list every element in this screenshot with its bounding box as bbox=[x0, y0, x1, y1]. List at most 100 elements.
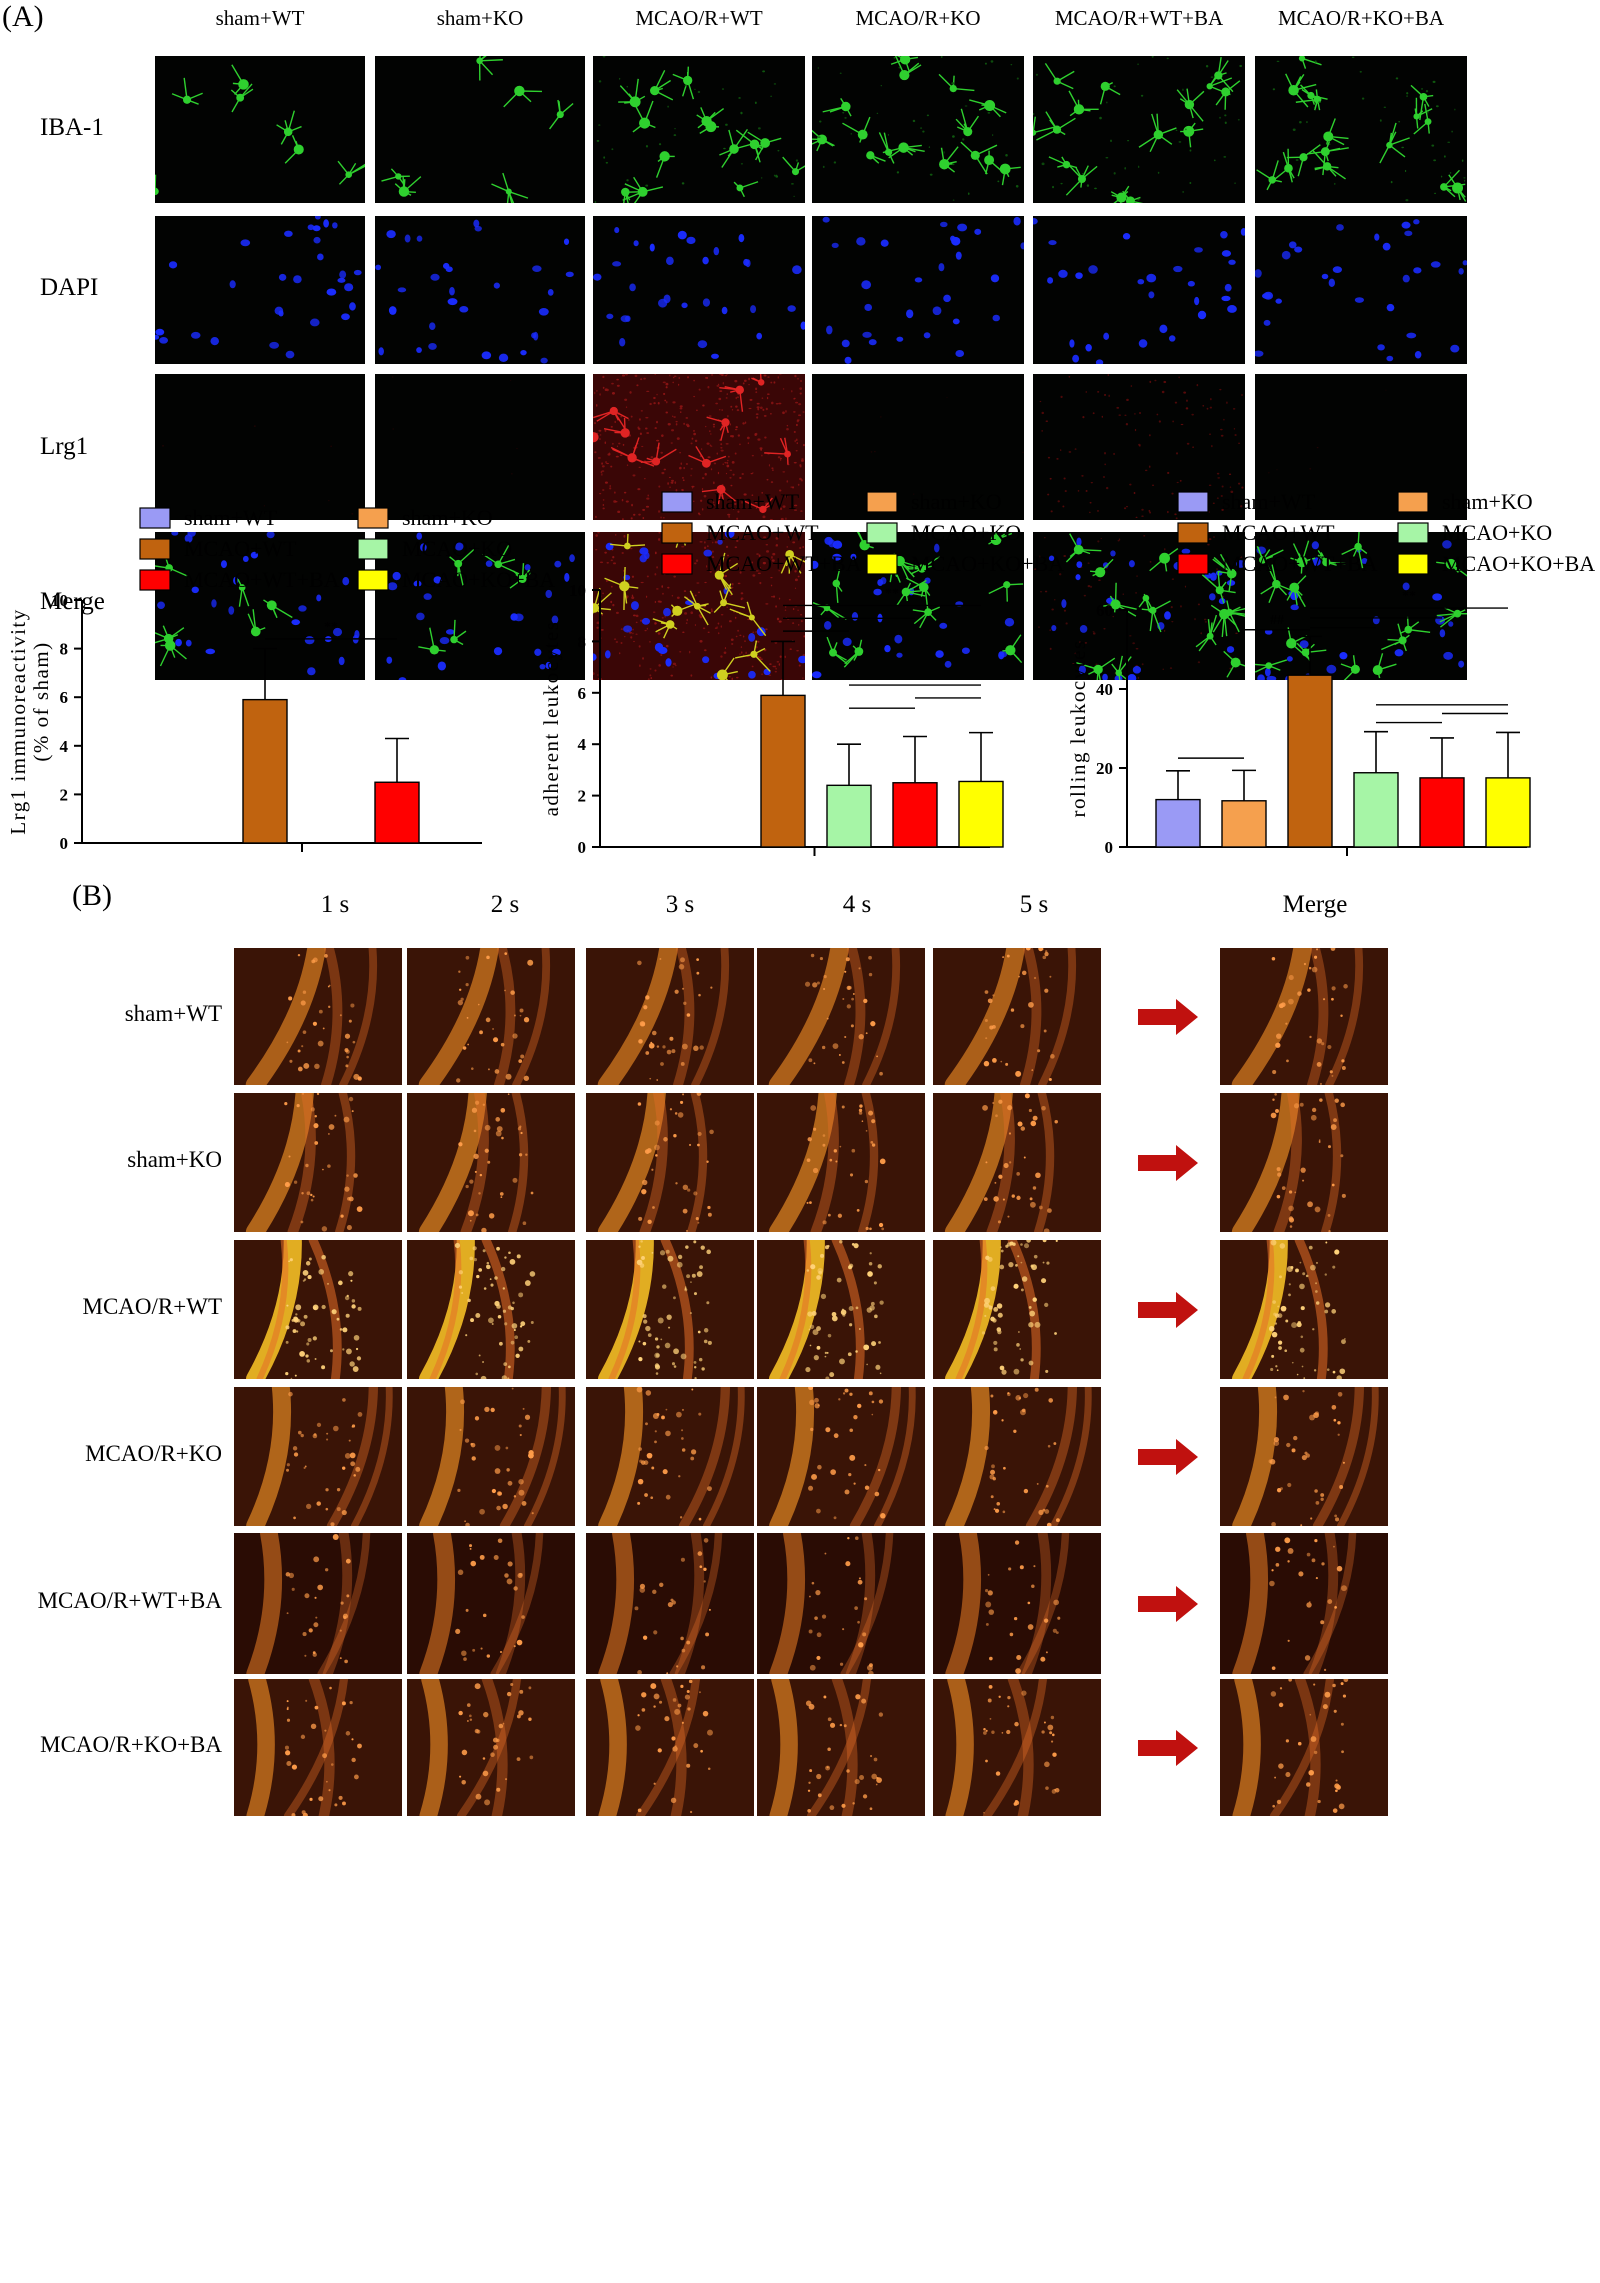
intravital-frame bbox=[933, 1679, 1101, 1816]
micrograph-dapi bbox=[1255, 216, 1467, 364]
y-axis-label-unit: (% of sham) bbox=[29, 641, 53, 761]
legend-swatch bbox=[139, 538, 171, 560]
legend-swatch bbox=[357, 507, 389, 529]
intravital-frame bbox=[234, 1533, 402, 1674]
legend-swatch bbox=[139, 507, 171, 529]
bar-MCAO+KO bbox=[826, 784, 872, 848]
intravital-frame bbox=[933, 1533, 1101, 1674]
micrograph-lrg1 bbox=[375, 374, 585, 520]
legend-label: MCAO+KO bbox=[402, 536, 512, 561]
bar-sham+KO bbox=[1221, 800, 1267, 848]
bar-MCAO+WT bbox=[242, 698, 288, 844]
intravital-frame bbox=[757, 948, 925, 1085]
y-tick-label: 0 bbox=[60, 834, 69, 853]
panel-a-letter: (A) bbox=[2, 0, 44, 33]
intravital-frame bbox=[586, 1093, 754, 1232]
y-tick-label: 6 bbox=[60, 688, 69, 707]
red-arrow-icon bbox=[1138, 1729, 1198, 1766]
intravital-frame bbox=[586, 1240, 754, 1379]
chart-2: sham+WT sham+KO MCAO+WT MCAO+KO MCAO+WT+BA MC… bbox=[1066, 490, 1595, 857]
micrograph-merge bbox=[155, 532, 365, 680]
intravital-frame bbox=[407, 1679, 575, 1816]
intravital-merge-frame bbox=[1220, 1387, 1388, 1526]
panel-b-col-label: 5 s bbox=[1019, 891, 1049, 918]
intravital-frame bbox=[757, 1679, 925, 1816]
legend-swatch bbox=[1177, 553, 1209, 575]
panel-a-col-label: MCAO/R+WT bbox=[635, 6, 763, 30]
intravital-merge-frame bbox=[1220, 1533, 1388, 1674]
intravital-frame bbox=[407, 1093, 575, 1232]
intravital-frame bbox=[933, 1387, 1101, 1526]
y-tick-label: 10 bbox=[569, 581, 586, 600]
intravital-frame bbox=[407, 1240, 575, 1379]
legend-swatch bbox=[661, 522, 693, 544]
panel-b-row-label: MCAO/R+KO+BA bbox=[40, 1731, 222, 1757]
micrograph-dapi bbox=[155, 216, 365, 364]
panel-b-letter: (B) bbox=[72, 879, 112, 912]
intravital-frame bbox=[933, 1093, 1101, 1232]
y-tick-label: 0 bbox=[1105, 838, 1114, 857]
intravital-frame bbox=[757, 1533, 925, 1674]
legend-label: MCAO+WT+BA bbox=[706, 551, 862, 576]
panel-b-col-label: 2 s bbox=[490, 891, 520, 918]
panel-b-merge-label: Merge bbox=[1282, 891, 1348, 918]
y-axis-label: adherent leukocytes bbox=[539, 621, 563, 817]
bar-sham+WT bbox=[1155, 798, 1201, 848]
micrograph-merge bbox=[375, 532, 585, 680]
panel-b-row-label: MCAO/R+WT+BA bbox=[37, 1587, 222, 1613]
y-tick-label: 4 bbox=[60, 737, 69, 756]
micrograph-iba1 bbox=[1255, 56, 1467, 203]
micrograph-merge bbox=[1033, 532, 1245, 680]
intravital-frame bbox=[407, 1533, 575, 1674]
legend-swatch bbox=[1397, 522, 1429, 544]
legend-label: MCAO+KO bbox=[911, 520, 1021, 545]
y-tick-label: 2 bbox=[578, 787, 587, 806]
y-tick-label: 2 bbox=[60, 785, 69, 804]
y-tick-label: 60 bbox=[1096, 601, 1113, 620]
intravital-frame bbox=[234, 948, 402, 1085]
legend-swatch bbox=[139, 569, 171, 591]
red-arrow-icon bbox=[1138, 1144, 1198, 1181]
intravital-frame bbox=[586, 1679, 754, 1816]
panel-a-col-label: sham+KO bbox=[436, 6, 524, 30]
chart-1: sham+WT sham+KO MCAO+WT MCAO+KO MCAO+WT+BA MC… bbox=[539, 490, 1064, 857]
intravital-merge-frame bbox=[1220, 1240, 1388, 1379]
micrograph-dapi bbox=[1033, 216, 1245, 364]
legend-swatch bbox=[866, 491, 898, 513]
legend-swatch bbox=[1177, 522, 1209, 544]
legend-label: sham+WT bbox=[184, 505, 278, 530]
panel-a-col-label: sham+WT bbox=[215, 6, 305, 30]
micrograph-lrg1 bbox=[155, 374, 365, 520]
legend-label: sham+KO bbox=[911, 490, 1002, 514]
legend-swatch bbox=[866, 522, 898, 544]
micrograph-merge bbox=[593, 532, 805, 680]
panel-b-col-label: 4 s bbox=[842, 891, 872, 918]
legend-swatch bbox=[1397, 553, 1429, 575]
intravital-frame bbox=[407, 1387, 575, 1526]
intravital-merge-frame bbox=[1220, 948, 1388, 1085]
micrograph-lrg1 bbox=[812, 374, 1024, 520]
micrograph-lrg1 bbox=[1255, 374, 1467, 520]
micrograph-dapi bbox=[375, 216, 585, 364]
intravital-frame bbox=[234, 1387, 402, 1526]
y-tick-label: 8 bbox=[60, 640, 69, 659]
panel-b-col-label: 1 s bbox=[320, 891, 350, 918]
micrograph-merge bbox=[1255, 532, 1467, 680]
intravital-frame bbox=[407, 948, 575, 1085]
legend-label: MCAO+KO+BA bbox=[911, 551, 1064, 576]
y-tick-label: 40 bbox=[1096, 680, 1113, 699]
micrograph-lrg1 bbox=[1033, 374, 1245, 520]
panel-a-row-label: Lrg1 bbox=[40, 433, 89, 460]
significance-label: ## bbox=[1270, 613, 1284, 628]
legend-swatch bbox=[1397, 491, 1429, 513]
legend-label: MCAO+KO+BA bbox=[1442, 551, 1595, 576]
intravital-frame bbox=[234, 1240, 402, 1379]
legend-swatch bbox=[357, 569, 389, 591]
intravital-frame bbox=[234, 1093, 402, 1232]
bar-MCAO+KO+BA bbox=[958, 780, 1004, 848]
y-tick-label: 4 bbox=[578, 735, 587, 754]
legend-label: MCAO+WT+BA bbox=[184, 567, 340, 592]
panel-a-row-label: IBA-1 bbox=[40, 114, 104, 141]
bar-MCAO+KO+BA bbox=[1485, 777, 1531, 848]
micrograph-iba1 bbox=[155, 56, 365, 203]
